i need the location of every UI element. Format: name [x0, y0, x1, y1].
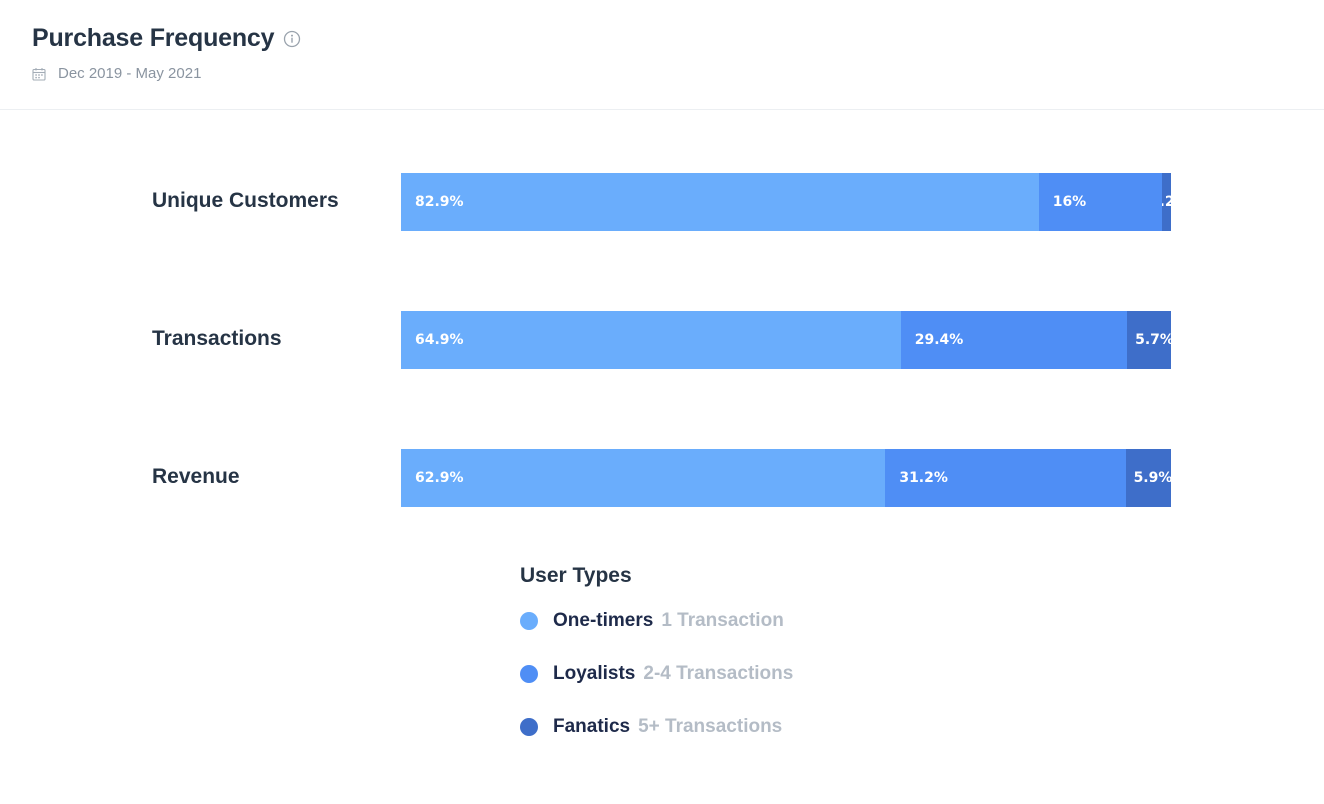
data-label: 64.9% — [415, 332, 464, 348]
legend-item-loyalists: Loyalists 2-4 Transactions — [520, 661, 793, 687]
data-label: 31.2% — [899, 470, 948, 486]
chart-header: Purchase Frequency Dec 2019 - May — [32, 24, 301, 82]
row-label-revenue: Revenue — [152, 465, 240, 488]
bar-segment-fanatics[interactable]: 1.2% — [1161, 173, 1171, 231]
legend-desc: 1 Transaction — [661, 610, 784, 631]
bar-segment-one-timers[interactable]: 62.9% — [401, 449, 886, 507]
bar-transactions: 64.9% 29.4% 5.7% — [401, 311, 1171, 369]
legend-desc: 2-4 Transactions — [643, 663, 794, 684]
legend-dot-one-timers — [520, 612, 538, 630]
data-label: 29.4% — [914, 332, 964, 348]
data-label: 5.9% — [1133, 470, 1171, 486]
bar-segment-one-timers[interactable]: 64.9% — [401, 311, 901, 369]
data-label: 5.7% — [1135, 332, 1171, 348]
legend-name: Fanatics — [553, 716, 631, 737]
legend-name: Loyalists — [553, 663, 636, 684]
page-title: Purchase Frequency — [32, 24, 275, 52]
title-row: Purchase Frequency — [32, 24, 301, 53]
date-range: Dec 2019 - May 2021 — [58, 65, 202, 82]
legend-title: User Types — [520, 564, 632, 587]
bar-segment-loyalists[interactable]: 31.2% — [885, 449, 1126, 507]
bar-segment-loyalists[interactable]: 29.4% — [900, 311, 1128, 369]
info-icon[interactable] — [283, 30, 301, 48]
data-label: 82.9% — [415, 194, 464, 210]
legend-item-one-timers: One-timers 1 Transaction — [520, 608, 793, 634]
row-label-unique-customers: Unique Customers — [152, 189, 339, 212]
calendar-icon — [32, 67, 46, 81]
bar-segment-loyalists[interactable]: 16% — [1038, 173, 1162, 231]
date-range-row: Dec 2019 - May 2021 — [32, 65, 301, 82]
legend: User Types One-timers 1 Transaction Loya… — [520, 564, 793, 767]
row-label-transactions: Transactions — [152, 327, 282, 350]
bar-segment-one-timers[interactable]: 82.9% — [401, 173, 1039, 231]
data-label: 1.2% — [1162, 194, 1171, 210]
legend-name: One-timers — [553, 610, 654, 631]
data-label: 16% — [1052, 194, 1087, 210]
legend-dot-loyalists — [520, 665, 538, 683]
bar-revenue: 62.9% 31.2% 5.9% — [401, 449, 1171, 507]
header-divider — [0, 109, 1324, 110]
legend-dot-fanatics — [520, 718, 538, 736]
legend-desc: 5+ Transactions — [638, 716, 783, 737]
bar-unique-customers: 82.9% 16% 1.2% — [401, 173, 1171, 231]
data-label: 62.9% — [415, 470, 464, 486]
bar-segment-fanatics[interactable]: 5.9% — [1125, 449, 1171, 507]
bar-segment-fanatics[interactable]: 5.7% — [1127, 311, 1171, 369]
legend-item-fanatics: Fanatics 5+ Transactions — [520, 714, 793, 740]
